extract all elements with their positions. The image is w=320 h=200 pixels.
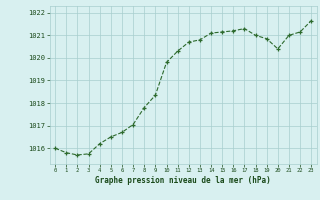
X-axis label: Graphe pression niveau de la mer (hPa): Graphe pression niveau de la mer (hPa) [95, 176, 271, 185]
